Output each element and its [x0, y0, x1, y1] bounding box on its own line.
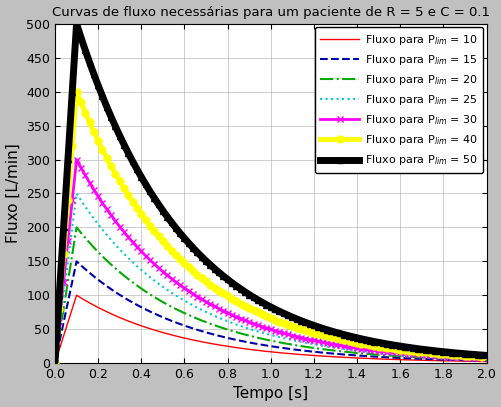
Line: Fluxo para P$_{lim}$ = 20: Fluxo para P$_{lim}$ = 20 — [55, 228, 485, 363]
Fluxo para P$_{lim}$ = 50 — [474, 352, 480, 357]
Fluxo para P$_{lim}$ = 50 — [127, 154, 133, 159]
Fluxo para P$_{lim}$ = 40 — [74, 89, 80, 94]
Fluxo para P$_{lim}$ = 25 — [217, 316, 223, 321]
Fluxo para P$_{lim}$ = 50 — [428, 348, 434, 353]
Fluxo para P$_{lim}$ = 20 — [217, 325, 223, 330]
Line: Fluxo para P$_{lim}$ = 25: Fluxo para P$_{lim}$ = 25 — [55, 193, 485, 363]
Fluxo para P$_{lim}$ = 20 — [74, 225, 80, 230]
Fluxo para P$_{lim}$ = 20 — [52, 361, 58, 365]
Fluxo para P$_{lim}$ = 40 — [217, 289, 223, 294]
Fluxo para P$_{lim}$ = 30 — [428, 353, 434, 358]
Fluxo para P$_{lim}$ = 30 — [127, 236, 133, 241]
X-axis label: Tempo [s]: Tempo [s] — [232, 386, 308, 401]
Fluxo para P$_{lim}$ = 15 — [482, 358, 488, 363]
Fluxo para P$_{lim}$ = 20 — [474, 357, 480, 362]
Line: Fluxo para P$_{lim}$ = 10: Fluxo para P$_{lim}$ = 10 — [55, 295, 485, 363]
Fluxo para P$_{lim}$ = 50 — [74, 22, 80, 26]
Legend: Fluxo para P$_{lim}$ = 10, Fluxo para P$_{lim}$ = 15, Fluxo para P$_{lim}$ = 20,: Fluxo para P$_{lim}$ = 10, Fluxo para P$… — [314, 27, 482, 173]
Fluxo para P$_{lim}$ = 30 — [101, 203, 107, 208]
Fluxo para P$_{lim}$ = 40 — [52, 361, 58, 365]
Fluxo para P$_{lim}$ = 50 — [52, 361, 58, 365]
Line: Fluxo para P$_{lim}$ = 30: Fluxo para P$_{lim}$ = 30 — [52, 156, 489, 366]
Fluxo para P$_{lim}$ = 10 — [52, 361, 58, 365]
Fluxo para P$_{lim}$ = 20 — [482, 358, 488, 363]
Y-axis label: Fluxo [L/min]: Fluxo [L/min] — [6, 144, 21, 243]
Fluxo para P$_{lim}$ = 15 — [474, 358, 480, 363]
Fluxo para P$_{lim}$ = 20 — [101, 256, 107, 260]
Fluxo para P$_{lim}$ = 10 — [482, 359, 488, 364]
Fluxo para P$_{lim}$ = 30 — [474, 356, 480, 361]
Fluxo para P$_{lim}$ = 15 — [217, 334, 223, 339]
Fluxo para P$_{lim}$ = 30 — [52, 361, 58, 365]
Line: Fluxo para P$_{lim}$ = 50: Fluxo para P$_{lim}$ = 50 — [52, 20, 489, 366]
Fluxo para P$_{lim}$ = 10 — [474, 359, 480, 364]
Fluxo para P$_{lim}$ = 30 — [74, 157, 80, 162]
Fluxo para P$_{lim}$ = 10 — [127, 319, 133, 324]
Fluxo para P$_{lim}$ = 40 — [127, 195, 133, 200]
Fluxo para P$_{lim}$ = 50 — [236, 286, 242, 291]
Fluxo para P$_{lim}$ = 20 — [127, 278, 133, 283]
Fluxo para P$_{lim}$ = 15 — [101, 282, 107, 287]
Fluxo para P$_{lim}$ = 30 — [236, 315, 242, 320]
Fluxo para P$_{lim}$ = 15 — [428, 357, 434, 362]
Title: Curvas de fluxo necessárias para um paciente de R = 5 e C = 0.1: Curvas de fluxo necessárias para um paci… — [52, 6, 489, 19]
Fluxo para P$_{lim}$ = 20 — [428, 356, 434, 361]
Fluxo para P$_{lim}$ = 40 — [101, 151, 107, 156]
Fluxo para P$_{lim}$ = 10 — [428, 358, 434, 363]
Fluxo para P$_{lim}$ = 50 — [217, 271, 223, 276]
Line: Fluxo para P$_{lim}$ = 40: Fluxo para P$_{lim}$ = 40 — [52, 88, 489, 366]
Fluxo para P$_{lim}$ = 40 — [482, 354, 488, 359]
Fluxo para P$_{lim}$ = 15 — [236, 338, 242, 343]
Fluxo para P$_{lim}$ = 25 — [482, 357, 488, 362]
Line: Fluxo para P$_{lim}$ = 15: Fluxo para P$_{lim}$ = 15 — [55, 261, 485, 363]
Fluxo para P$_{lim}$ = 50 — [101, 98, 107, 103]
Fluxo para P$_{lim}$ = 10 — [101, 308, 107, 313]
Fluxo para P$_{lim}$ = 25 — [428, 354, 434, 359]
Fluxo para P$_{lim}$ = 10 — [74, 293, 80, 298]
Fluxo para P$_{lim}$ = 50 — [482, 353, 488, 358]
Fluxo para P$_{lim}$ = 30 — [217, 307, 223, 312]
Fluxo para P$_{lim}$ = 25 — [74, 191, 80, 196]
Fluxo para P$_{lim}$ = 40 — [474, 354, 480, 359]
Fluxo para P$_{lim}$ = 40 — [236, 300, 242, 305]
Fluxo para P$_{lim}$ = 25 — [127, 257, 133, 262]
Fluxo para P$_{lim}$ = 25 — [236, 323, 242, 328]
Fluxo para P$_{lim}$ = 10 — [217, 343, 223, 348]
Fluxo para P$_{lim}$ = 10 — [236, 346, 242, 350]
Fluxo para P$_{lim}$ = 15 — [127, 299, 133, 304]
Fluxo para P$_{lim}$ = 15 — [52, 361, 58, 365]
Fluxo para P$_{lim}$ = 25 — [52, 361, 58, 365]
Fluxo para P$_{lim}$ = 20 — [236, 330, 242, 335]
Fluxo para P$_{lim}$ = 15 — [74, 259, 80, 264]
Fluxo para P$_{lim}$ = 30 — [482, 356, 488, 361]
Fluxo para P$_{lim}$ = 25 — [101, 230, 107, 234]
Fluxo para P$_{lim}$ = 40 — [428, 350, 434, 355]
Fluxo para P$_{lim}$ = 25 — [474, 357, 480, 361]
